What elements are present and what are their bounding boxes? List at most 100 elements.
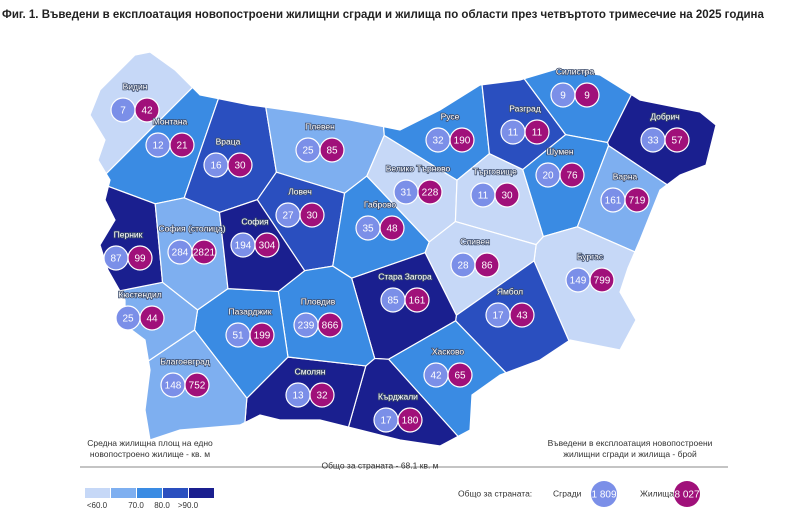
- province-name: Кюстендил: [118, 289, 162, 299]
- legend-label: <60.0: [87, 501, 108, 510]
- buildings-value: 239: [298, 321, 315, 332]
- province-name: Силистра: [556, 66, 594, 76]
- buildings-value: 25: [302, 146, 314, 157]
- totals-caption: Въведени в експлоатация новопостроени жил…: [548, 438, 713, 459]
- legend-label: 70.0: [128, 501, 144, 510]
- dwellings-marker: [417, 179, 443, 205]
- dwellings-value: 30: [306, 211, 318, 222]
- province-name: Разград: [509, 103, 540, 113]
- province-name: Велико Търново: [386, 163, 451, 173]
- dwellings-marker: [474, 252, 500, 278]
- province-name: Видин: [123, 81, 148, 91]
- buildings-value: 12: [152, 141, 164, 152]
- dwellings-label: Жилища: [640, 488, 674, 498]
- buildings-value: 16: [210, 161, 222, 172]
- dwellings-value: 304: [259, 241, 276, 252]
- buildings-value: 17: [492, 311, 504, 322]
- legend-label: >90.0: [178, 501, 199, 510]
- buildings-total: 1 809: [591, 490, 616, 501]
- buildings-value: 161: [605, 196, 622, 207]
- dwellings-value: 57: [671, 136, 683, 147]
- buildings-value: 148: [165, 381, 182, 392]
- province-name: Добрич: [650, 111, 679, 121]
- dwellings-value: 11: [532, 128, 543, 139]
- province-name: София (столица): [158, 223, 225, 233]
- dwellings-marker: [574, 82, 600, 108]
- dwellings-marker: [317, 312, 343, 338]
- dwellings-value: 30: [234, 161, 246, 172]
- dwellings-value: 44: [146, 314, 158, 325]
- dwellings-marker: [589, 267, 615, 293]
- legend-caption: Средна жилищна площ на едно новопостроено…: [87, 438, 213, 459]
- province-name: Враца: [216, 136, 241, 146]
- buildings-total-marker: [591, 481, 617, 507]
- legend-swatch: [163, 488, 188, 498]
- dwellings-marker: [397, 407, 423, 433]
- dwellings-marker: [404, 287, 430, 313]
- province-name: Габрово: [364, 199, 397, 209]
- province-name: Ловеч: [288, 186, 312, 196]
- buildings-value: 42: [430, 371, 442, 382]
- buildings-value: 20: [542, 171, 554, 182]
- province-name: Плевен: [305, 121, 335, 131]
- average: Общо за страната - 68.1 кв. м: [321, 460, 438, 470]
- buildings-label: Сгради: [553, 488, 582, 498]
- province-name: Кърджали: [378, 391, 418, 401]
- dwellings-marker: [624, 187, 650, 213]
- province-name: Русе: [441, 111, 460, 121]
- province-name: Шумен: [546, 146, 574, 156]
- dwellings-total-marker: [674, 481, 700, 507]
- dwellings-value: 85: [326, 146, 338, 157]
- buildings-value: 9: [560, 91, 566, 102]
- dwellings-total: 8 027: [674, 490, 699, 501]
- buildings-value: 27: [282, 211, 294, 222]
- dwellings-value: 32: [316, 391, 328, 402]
- dwellings-marker: [227, 152, 253, 178]
- buildings-value: 87: [110, 254, 122, 265]
- dwellings-value: 21: [176, 141, 188, 152]
- dwellings-value: 9: [584, 91, 590, 102]
- legend-swatch: [137, 488, 162, 498]
- dwellings-value: 799: [594, 276, 611, 287]
- buildings-value: 85: [387, 296, 399, 307]
- dwellings-marker: [449, 127, 475, 153]
- province-name: Стара Загора: [378, 271, 432, 281]
- dwellings-marker: [319, 137, 345, 163]
- dwellings-value: 42: [141, 106, 153, 117]
- buildings-value: 11: [508, 128, 519, 139]
- dwellings-value: 228: [422, 188, 439, 199]
- dwellings-marker: [509, 302, 535, 328]
- province-name: Търговище: [473, 166, 517, 176]
- buildings-value: 28: [457, 261, 469, 272]
- legend-label: 80.0: [154, 501, 170, 510]
- dwellings-marker: [249, 322, 275, 348]
- buildings-value: 31: [400, 188, 412, 199]
- dwellings-value: 86: [481, 261, 493, 272]
- buildings-value: 25: [122, 314, 134, 325]
- dwellings-marker: [191, 239, 217, 265]
- buildings-value: 17: [380, 416, 392, 427]
- province-name: Благоевград: [160, 356, 210, 366]
- province-name: Бургас: [577, 251, 604, 261]
- dwellings-marker: [524, 119, 550, 145]
- buildings-value: 51: [232, 331, 244, 342]
- dwellings-marker: [299, 202, 325, 228]
- buildings-value: 149: [570, 276, 587, 287]
- dwellings-marker: [184, 372, 210, 398]
- dwellings-value: 43: [516, 311, 528, 322]
- legend-swatch: [189, 488, 214, 498]
- buildings-value: 13: [292, 391, 304, 402]
- dwellings-value: 752: [189, 381, 206, 392]
- dwellings-value: 30: [501, 191, 513, 202]
- province-name: Пазарджик: [228, 306, 271, 316]
- dwellings-value: 190: [454, 136, 471, 147]
- dwellings-value: 199: [254, 331, 271, 342]
- dwellings-marker: [139, 305, 165, 331]
- buildings-value: 284: [172, 248, 189, 259]
- dwellings-marker: [169, 132, 195, 158]
- title: Фиг. 1. Въведени в експлоатация новопост…: [2, 9, 765, 21]
- province-name: Ямбол: [497, 286, 523, 296]
- dwellings-marker: [254, 232, 280, 258]
- dwellings-marker: [134, 97, 160, 123]
